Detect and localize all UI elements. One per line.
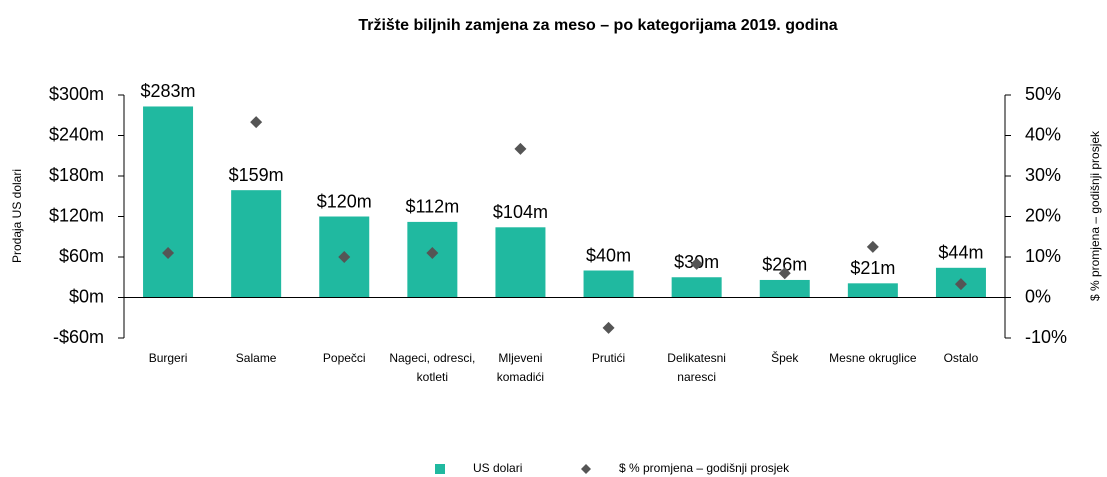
bar	[583, 270, 634, 298]
bar	[495, 227, 546, 298]
marker	[954, 278, 967, 291]
y2-axis-label: $ % promjena – godišnji prosjek	[1088, 130, 1102, 301]
x-tick-label: Popečci	[322, 351, 366, 365]
marker	[426, 246, 439, 259]
x-tick-label: Mljeveni komadići	[496, 351, 545, 384]
x-tick-label: Burgeri	[148, 351, 188, 365]
marker	[602, 321, 615, 334]
bar	[143, 106, 194, 298]
x-tick-label: Prutići	[591, 351, 626, 365]
marker	[778, 267, 791, 280]
marker	[514, 142, 527, 155]
y2-tick-label: 10%	[1025, 246, 1061, 266]
data-label: $21m	[850, 258, 895, 278]
bar	[671, 277, 722, 298]
bar	[759, 279, 810, 298]
data-label: $44m	[938, 243, 983, 263]
x-tick-label: Salame	[235, 351, 277, 365]
y-tick-label: $180m	[49, 165, 104, 185]
bar	[847, 283, 898, 298]
y-tick-label: $240m	[49, 124, 104, 144]
legend-marker	[435, 464, 445, 474]
marker	[866, 240, 879, 253]
legend-label: $ % promjena – godišnji prosjek	[619, 461, 790, 475]
bar	[231, 190, 282, 298]
x-tick-label: Delikatesni naresci	[667, 351, 726, 384]
data-label: $104m	[493, 202, 548, 222]
y2-tick-label: 40%	[1025, 124, 1061, 144]
y-tick-label: -$60m	[53, 327, 104, 347]
data-label: $112m	[405, 197, 459, 217]
x-tick-label: Nageci, odresci, kotleti	[389, 351, 476, 384]
y2-tick-label: 0%	[1025, 286, 1051, 306]
chart-title: Tržište biljnih zamjena za meso – po kat…	[358, 17, 837, 34]
y-axis-label: Prodaja US dolari	[10, 169, 24, 263]
marker	[338, 251, 351, 263]
data-label: $120m	[317, 191, 372, 211]
data-label: $26m	[762, 255, 807, 275]
bar	[407, 221, 458, 298]
y-tick-label: $60m	[59, 246, 104, 266]
marker	[162, 246, 175, 259]
data-label: $283m	[141, 81, 196, 101]
x-tick-label: Špek	[771, 351, 799, 365]
y2-tick-label: -10%	[1025, 327, 1067, 347]
x-tick-label: Mesne okruglice	[829, 351, 917, 365]
y2-tick-label: 30%	[1025, 165, 1061, 185]
legend-label: US dolari	[473, 461, 522, 475]
y-tick-label: $0m	[69, 286, 104, 306]
data-label: $159m	[229, 165, 284, 185]
marker	[690, 257, 703, 270]
y2-tick-label: 20%	[1025, 205, 1061, 225]
y-tick-label: $300m	[49, 84, 104, 104]
y2-tick-label: 50%	[1025, 84, 1061, 104]
marker	[250, 116, 263, 129]
x-tick-label: Ostalo	[943, 351, 979, 365]
data-label: $40m	[586, 245, 631, 265]
legend-marker	[581, 464, 591, 474]
y-tick-label: $120m	[49, 205, 104, 225]
